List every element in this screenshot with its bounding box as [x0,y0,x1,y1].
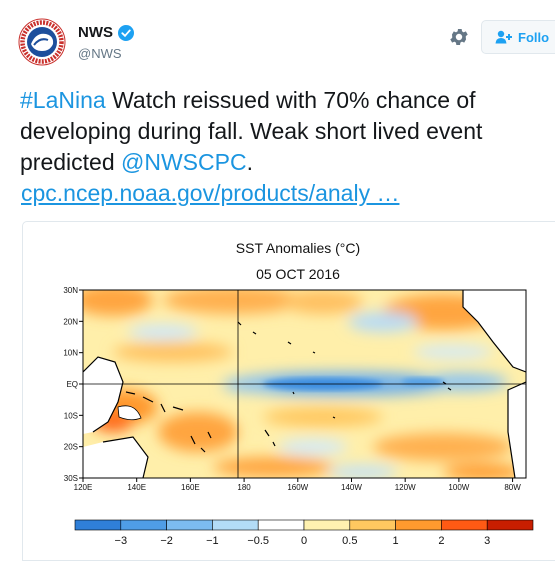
x-tick-label: 100W [448,483,469,492]
account-handle[interactable]: @NWS [78,46,122,61]
account-name[interactable]: NWS [78,24,113,41]
y-tick-label: 10S [64,411,78,420]
chart-title: SST Anomalies (°C) [236,240,360,256]
hashtag-link[interactable]: #LaNina [20,87,106,113]
colorbar-swatch [349,519,396,531]
gear-icon[interactable] [448,26,470,48]
colorbar-tick-label: 3 [484,535,490,547]
tweet-text: #LaNina Watch reissued with 70% chance o… [20,85,555,209]
media-card[interactable]: SST Anomalies (°C) 05 OCT 2016 [22,221,555,561]
x-tick-label: 160E [181,483,200,492]
anomaly-field [83,290,526,478]
colorbar-tick-label: 1 [393,535,399,547]
x-tick-label: 120W [395,483,416,492]
colorbar-swatch [486,519,534,531]
x-tick-label: 180 [237,483,251,492]
tweet-line1: Watch reissued with 70% chance of [105,87,476,113]
colorbar-tick-label: 0 [301,535,307,547]
y-tick-label: 20S [64,443,78,452]
colorbar-swatch [257,519,305,531]
x-tick-label: 140E [127,483,146,492]
tweet-line2: developing during fall. Weak short lived… [20,118,483,144]
follow-label: Follo [518,29,550,45]
mention-link[interactable]: @NWSCPC [121,149,247,175]
colorbar-tick-label: −2 [160,535,173,547]
sst-anomaly-map: SST Anomalies (°C) 05 OCT 2016 [63,240,534,547]
y-tick-label: EQ [66,380,78,389]
colorbar-swatch [441,519,488,531]
colorbar-swatch [166,519,213,531]
add-user-icon [495,30,512,44]
x-tick-label: 160W [287,483,308,492]
y-tick-label: 30S [64,474,78,483]
colorbar-tick-label: 2 [438,535,444,547]
follow-button[interactable]: Follo [481,20,555,54]
y-tick-label: 30N [63,286,78,295]
tweet-url-link[interactable]: cpc.ncep.noaa.gov/products/analy … [21,180,400,206]
y-tick-label: 10N [63,349,78,358]
colorbar-tick-label: −1 [206,535,219,547]
x-tick-label: 140W [341,483,362,492]
colorbar-swatch [212,519,259,531]
nws-logo-icon [18,18,66,66]
tweet-line3-pre: predicted [20,149,122,175]
colorbar-tick-label: −3 [115,535,128,547]
x-tick-label: 120E [74,483,93,492]
colorbar-swatch [303,519,351,531]
x-tick-label: 80W [504,483,521,492]
colorbar-tick-label: −0.5 [247,535,269,547]
y-tick-label: 20N [63,317,78,326]
chart-subtitle: 05 OCT 2016 [256,266,340,282]
colorbar-swatch [395,519,442,531]
colorbar-swatch [74,519,122,531]
colorbar-tick-label: 0.5 [342,535,357,547]
colorbar-swatch [120,519,167,531]
avatar[interactable] [18,18,66,66]
verified-badge-icon [118,24,134,41]
tweet-line3-post: . [246,149,253,175]
